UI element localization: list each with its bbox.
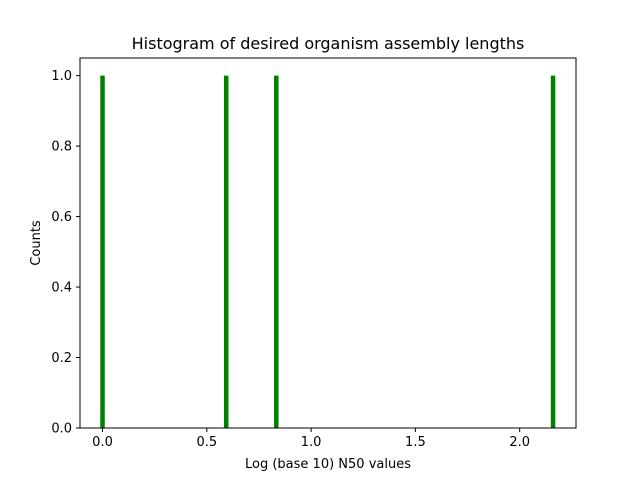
x-tick-label: 1.5 xyxy=(405,435,426,450)
y-tick-label: 0.8 xyxy=(51,140,72,155)
y-tick-label: 0.6 xyxy=(51,210,72,225)
y-tick-label: 0.0 xyxy=(51,422,72,437)
y-tick-label: 0.2 xyxy=(51,351,72,366)
x-tick-label: 1.0 xyxy=(301,435,322,450)
x-axis-label: Log (base 10) N50 values xyxy=(245,457,411,472)
histogram-bar-0 xyxy=(100,75,105,428)
x-axis-ticks: 0.0 0.5 1.0 1.5 2.0 xyxy=(92,428,530,450)
plot-frame xyxy=(79,57,577,429)
y-axis-label: Counts xyxy=(29,220,44,266)
chart-title: Histogram of desired organism assembly l… xyxy=(132,34,525,53)
x-tick-label: 0.0 xyxy=(92,435,113,450)
y-axis-ticks: 0.0 0.2 0.4 0.6 0.8 1.0 xyxy=(51,69,80,437)
y-tick-label: 0.4 xyxy=(51,281,72,296)
x-tick-label: 0.5 xyxy=(196,435,217,450)
bars-group xyxy=(100,75,556,428)
histogram-bar-3 xyxy=(550,75,556,428)
y-tick-label: 1.0 xyxy=(51,69,72,84)
x-tick-label: 2.0 xyxy=(509,435,530,450)
histogram-bar-2 xyxy=(274,75,279,428)
histogram-bar-1 xyxy=(223,75,229,428)
